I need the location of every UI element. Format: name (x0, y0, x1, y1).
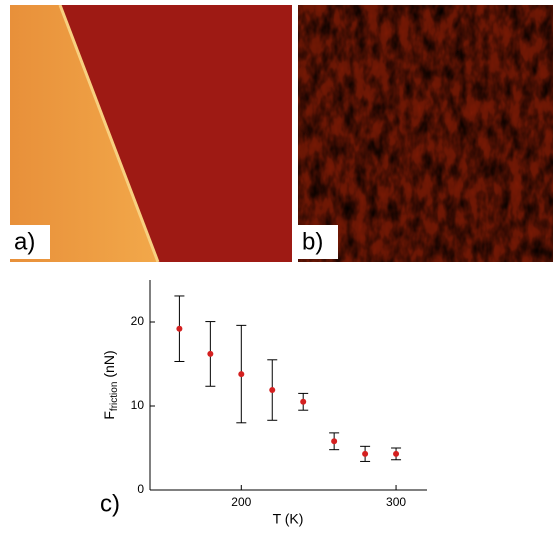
data-point (176, 325, 183, 332)
data-point (331, 438, 338, 445)
y-tick-label: 20 (131, 314, 145, 328)
data-point (300, 398, 307, 405)
data-point (269, 387, 276, 394)
data-point (362, 450, 369, 457)
data-point (393, 450, 400, 457)
panel-label: b) (302, 228, 323, 255)
y-label-main: F (101, 411, 117, 420)
y-tick-label: 10 (131, 398, 145, 412)
y-tick-label: 0 (137, 482, 144, 496)
x-tick-label: 200 (231, 495, 251, 509)
image-b (298, 5, 553, 262)
y-label-sub: friction (109, 382, 120, 411)
x-tick-label: 300 (386, 495, 406, 509)
label-box (298, 225, 338, 259)
image-a (10, 5, 292, 262)
x-axis-label: T (K) (273, 511, 304, 527)
y-label-unit: (nN) (101, 350, 117, 377)
data-point (238, 371, 245, 378)
panel-label: c) (100, 490, 120, 517)
y-axis-label: Ffriction (nN) (101, 350, 120, 419)
panel-label: a) (14, 228, 35, 255)
label-box (10, 225, 50, 259)
data-point (207, 350, 214, 357)
